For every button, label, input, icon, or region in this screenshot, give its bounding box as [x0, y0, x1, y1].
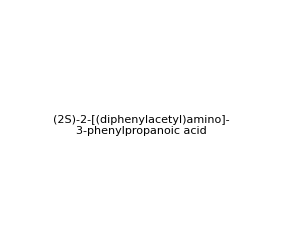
Text: (2S)-2-[(diphenylacetyl)amino]-
3-phenylpropanoic acid: (2S)-2-[(diphenylacetyl)amino]- 3-phenyl… — [53, 114, 230, 136]
